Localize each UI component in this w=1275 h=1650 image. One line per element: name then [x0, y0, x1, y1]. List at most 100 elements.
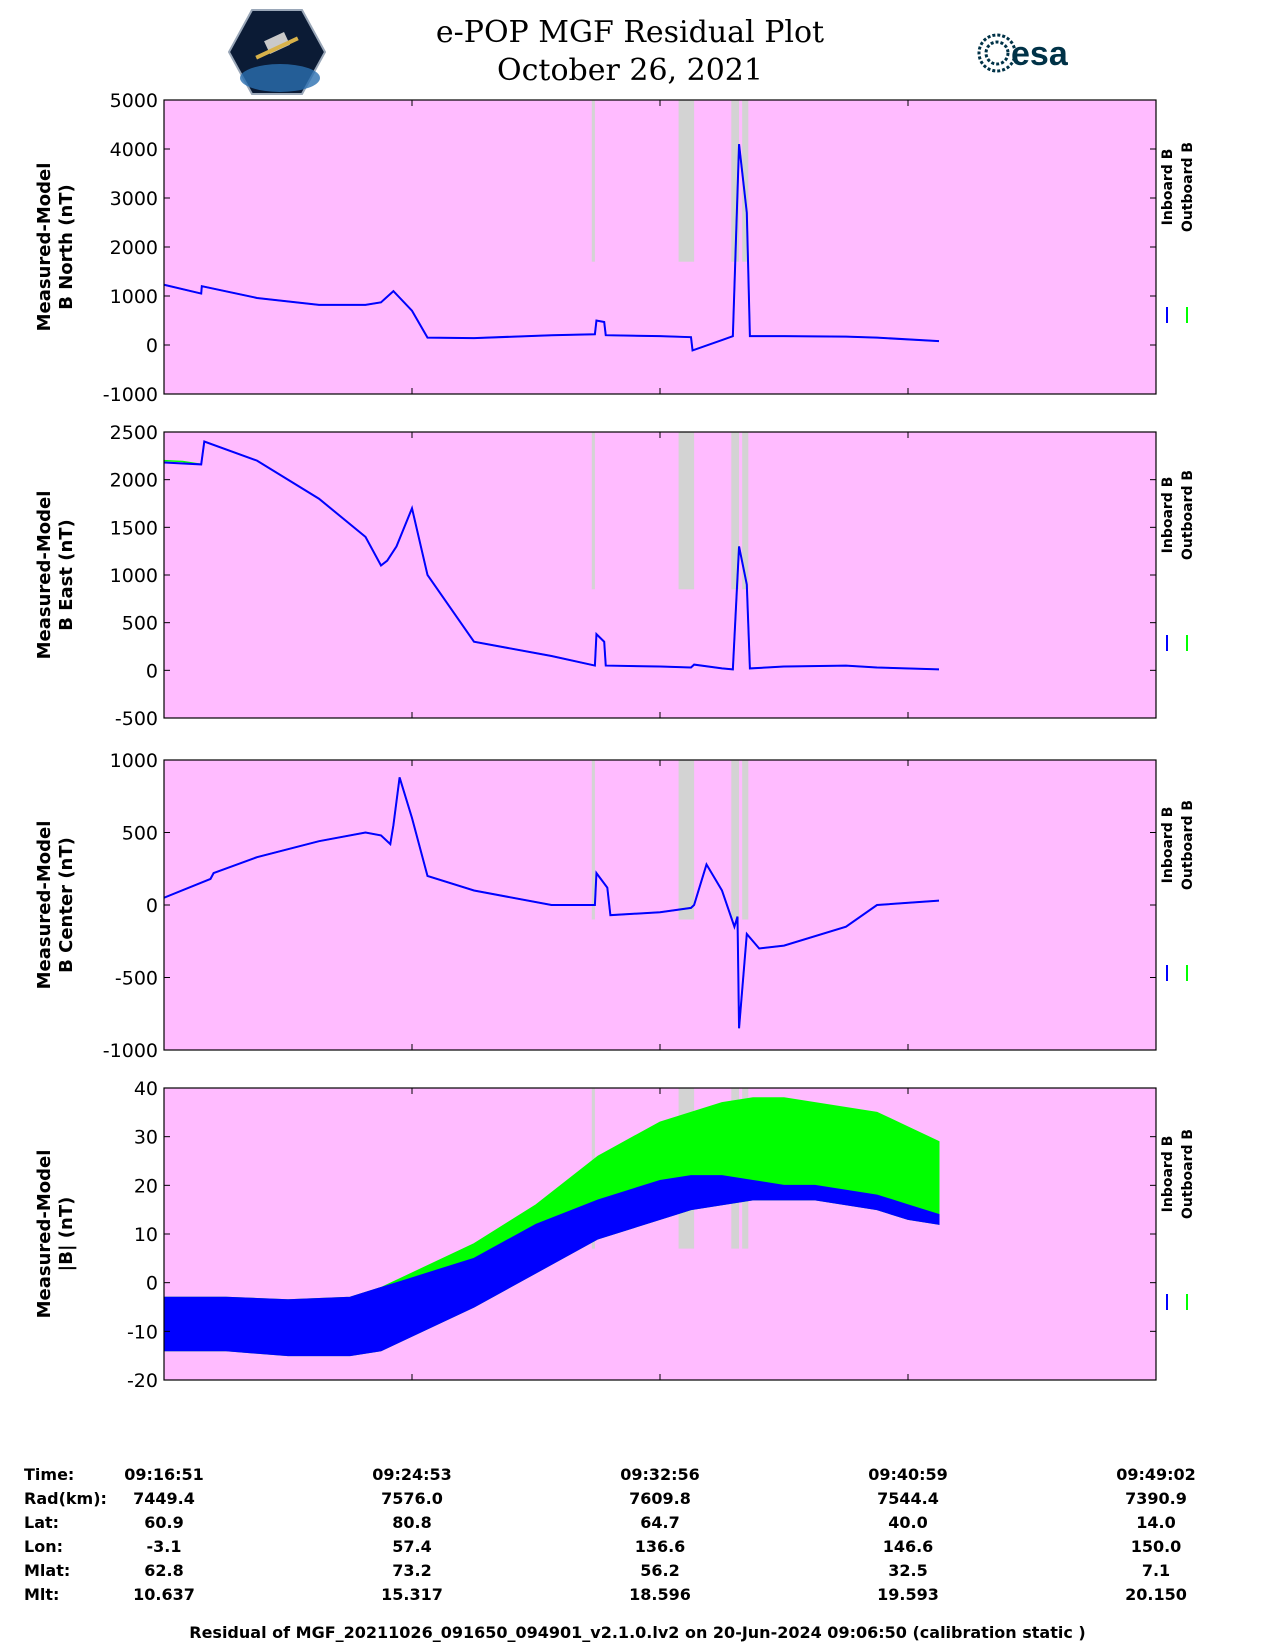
y-axis-label: B North (nT)	[56, 184, 77, 310]
data-gap	[742, 760, 749, 920]
data-gap	[678, 760, 695, 920]
y-tick-label: 0	[146, 660, 158, 682]
info-row-time: Time: 09:16:51 09:24:53 09:32:56 09:40:59 09:…	[0, 1465, 1275, 1489]
info-cell: 20.150	[1125, 1585, 1187, 1604]
data-gap	[678, 100, 695, 262]
y-axis-label: Measured-Model	[34, 491, 55, 660]
series-line-inboard	[163, 143, 940, 352]
info-cell: 146.6	[882, 1537, 934, 1556]
y-tick-label: 40	[134, 1078, 158, 1100]
data-gap	[678, 432, 695, 590]
title-block: e-POP MGF Residual Plot October 26, 2021	[400, 14, 860, 90]
plot-background	[164, 100, 1156, 394]
plot-date: October 26, 2021	[497, 53, 763, 88]
legend-outboard-label: Outboard B	[1180, 1129, 1196, 1219]
cassiope-logo	[228, 9, 326, 95]
y-tick-label: -20	[127, 1370, 158, 1392]
esa-logo-text: esa	[1011, 35, 1069, 73]
info-cell: 150.0	[1130, 1537, 1182, 1556]
info-cell: 40.0	[888, 1513, 928, 1532]
data-gap	[742, 100, 749, 262]
y-axis-label: B East (nT)	[56, 519, 77, 631]
y-axis-label: Measured-Model	[34, 163, 55, 332]
y-tick-label: 0	[146, 1273, 158, 1295]
info-cell: 32.5	[888, 1561, 928, 1580]
series-line-inboard	[163, 440, 940, 671]
y-tick-label: 1000	[110, 565, 158, 587]
y-tick-label: 2000	[110, 237, 158, 259]
panel-1: 5000 4000 3000 2000 1000 0 -1000 Measured-Model…	[34, 90, 1196, 406]
info-row-rad: Rad(km): 7449.4 7576.0 7609.8 7544.4 7390.9	[0, 1489, 1275, 1513]
info-cell: 09:40:59	[868, 1465, 948, 1484]
info-cell: 136.6	[634, 1537, 686, 1556]
legend-inboard-label: Inboard B	[1160, 1136, 1176, 1213]
info-cell: 57.4	[392, 1537, 432, 1556]
data-gap	[591, 760, 595, 920]
info-label: Time:	[24, 1465, 75, 1484]
y-axis-label: Measured-Model	[34, 1150, 55, 1319]
info-row-mlt: Mlt: 10.637 15.317 18.596 19.593 20.150	[0, 1585, 1275, 1609]
panel-3: 1000 500 0 -500 -1000 Measured-Model B Center …	[34, 750, 1196, 1062]
y-tick-label: 3000	[110, 188, 158, 210]
info-cell: 19.593	[877, 1585, 939, 1604]
legend-outboard-label: Outboard B	[1180, 470, 1196, 560]
info-cell: 80.8	[392, 1513, 432, 1532]
y-tick-label: 500	[122, 613, 158, 635]
footer-caption: Residual of MGF_20211026_091650_094901_v…	[189, 1623, 1086, 1642]
info-label: Mlat:	[24, 1561, 71, 1580]
y-tick-label: 20	[134, 1175, 158, 1197]
y-tick-label: 10	[134, 1224, 158, 1246]
esa-logo: esa	[977, 33, 1069, 73]
info-label: Lon:	[24, 1537, 63, 1556]
info-cell: 09:16:51	[124, 1465, 204, 1484]
data-gap	[591, 432, 595, 590]
residual-plots: 500040003000200010000-1000Measured-Model…	[34, 90, 1196, 1392]
y-tick-label: 1000	[110, 750, 158, 772]
y-tick-label: 0	[146, 335, 158, 357]
legend-outboard-label: Outboard B	[1180, 142, 1196, 232]
panel-2: 2500 2000 1500 1000 500 0 -500 Measured-Model B …	[34, 422, 1196, 730]
info-cell: 56.2	[640, 1561, 680, 1580]
y-tick-label: 0	[146, 895, 158, 917]
panel-4: 40 30 20 10 0 -10 -20 Measured-Model |B| (nT) Inb…	[34, 1078, 1196, 1392]
info-label: Lat:	[24, 1513, 60, 1532]
info-cell: 7449.4	[133, 1489, 195, 1508]
y-tick-label: 2500	[110, 422, 158, 444]
y-tick-label: -500	[115, 708, 158, 730]
info-label: Rad(km):	[24, 1489, 107, 1508]
info-cell: 60.9	[144, 1513, 184, 1532]
y-tick-label: 30	[134, 1127, 158, 1149]
data-gap	[731, 760, 740, 920]
info-cell: -3.1	[146, 1537, 182, 1556]
info-cell: 09:49:02	[1116, 1465, 1196, 1484]
plot-title: e-POP MGF Residual Plot	[435, 15, 825, 50]
info-cell: 7544.4	[877, 1489, 939, 1508]
plot-background	[164, 760, 1156, 1050]
series-band-inboard	[163, 1175, 940, 1357]
legend-inboard-label: Inboard B	[1160, 477, 1176, 554]
info-row-mlat: Mlat: 62.8 73.2 56.2 32.5 7.1	[0, 1561, 1275, 1585]
info-cell: 7390.9	[1125, 1489, 1187, 1508]
info-cell: 64.7	[640, 1513, 680, 1532]
info-cell: 7609.8	[629, 1489, 691, 1508]
info-cell: 7.1	[1141, 1561, 1171, 1580]
data-gap	[731, 100, 740, 262]
y-axis-label: |B| (nT)	[56, 1197, 77, 1272]
info-cell: 14.0	[1136, 1513, 1176, 1532]
legend-inboard-label: Inboard B	[1160, 149, 1176, 226]
y-tick-label: -500	[115, 968, 158, 990]
y-tick-label: 1500	[110, 517, 158, 539]
info-cell: 73.2	[392, 1561, 432, 1580]
info-cell: 7576.0	[381, 1489, 443, 1508]
plot-background	[164, 432, 1156, 718]
y-tick-label: -1000	[103, 1040, 158, 1062]
data-gap	[731, 432, 740, 590]
info-cell: 15.317	[381, 1585, 443, 1604]
info-label: Mlt:	[24, 1585, 60, 1604]
legend-outboard-label: Outboard B	[1180, 800, 1196, 890]
info-row-lat: Lat: 60.9 80.8 64.7 40.0 14.0	[0, 1513, 1275, 1537]
y-tick-label: 5000	[110, 90, 158, 112]
legend-inboard-label: Inboard B	[1160, 807, 1176, 884]
data-gap	[742, 432, 749, 590]
info-row-lon: Lon: -3.1 57.4 136.6 146.6 150.0	[0, 1537, 1275, 1561]
